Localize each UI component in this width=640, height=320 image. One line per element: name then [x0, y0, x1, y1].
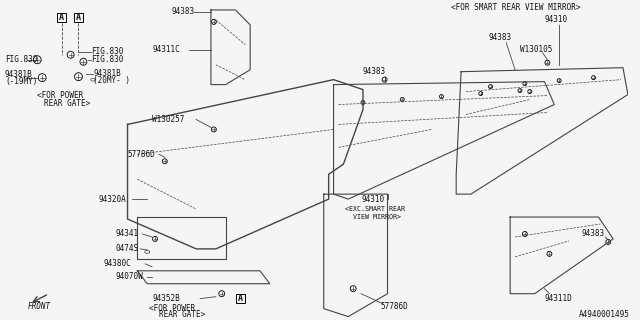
Text: VIEW MIRROR>: VIEW MIRROR>	[353, 214, 401, 220]
Text: 0474S: 0474S	[116, 244, 139, 253]
Text: REAR GATE>: REAR GATE>	[159, 310, 205, 319]
Text: <FOR SMART REAR VIEW MIRROR>: <FOR SMART REAR VIEW MIRROR>	[451, 4, 580, 12]
Text: FIG.830: FIG.830	[92, 47, 124, 56]
Text: 94380C: 94380C	[103, 259, 131, 268]
Text: A: A	[60, 13, 64, 22]
Text: W130105: W130105	[520, 45, 552, 54]
Text: 94310: 94310	[545, 15, 568, 24]
Text: 94381B: 94381B	[5, 70, 33, 79]
Bar	[236, 294, 244, 303]
Text: 94310: 94310	[361, 195, 384, 204]
Text: FIG.830: FIG.830	[5, 55, 37, 64]
Text: 57786D: 57786D	[381, 302, 408, 311]
Text: 94341: 94341	[116, 229, 139, 238]
Text: 94381B: 94381B	[93, 69, 121, 78]
Text: 94383: 94383	[172, 7, 195, 16]
Text: 57786D: 57786D	[127, 150, 156, 159]
Text: <EXC.SMART REAR: <EXC.SMART REAR	[346, 206, 405, 212]
Bar	[58, 13, 66, 22]
Text: A: A	[76, 13, 81, 22]
Bar	[74, 13, 83, 22]
Text: 94311D: 94311D	[545, 294, 572, 303]
Text: A: A	[238, 294, 243, 303]
Text: 94383: 94383	[488, 33, 512, 42]
Text: A4940001495: A4940001495	[579, 310, 630, 319]
Text: FIG.830: FIG.830	[92, 55, 124, 64]
Text: REAR GATE>: REAR GATE>	[44, 99, 90, 108]
Text: 94352B: 94352B	[152, 294, 180, 303]
Text: FRONT: FRONT	[28, 302, 51, 311]
Text: <FOR POWER: <FOR POWER	[149, 304, 195, 313]
Text: W130257: W130257	[152, 115, 184, 124]
Text: <FOR POWER: <FOR POWER	[37, 91, 84, 100]
Text: 94311C: 94311C	[152, 45, 180, 54]
Text: 94383: 94383	[582, 229, 605, 238]
Text: 94320A: 94320A	[98, 195, 126, 204]
Text: (20MY- ): (20MY- )	[93, 76, 130, 85]
Text: 94070W: 94070W	[116, 272, 143, 281]
Text: 94383: 94383	[363, 67, 386, 76]
Text: (-19MY): (-19MY)	[5, 77, 37, 86]
